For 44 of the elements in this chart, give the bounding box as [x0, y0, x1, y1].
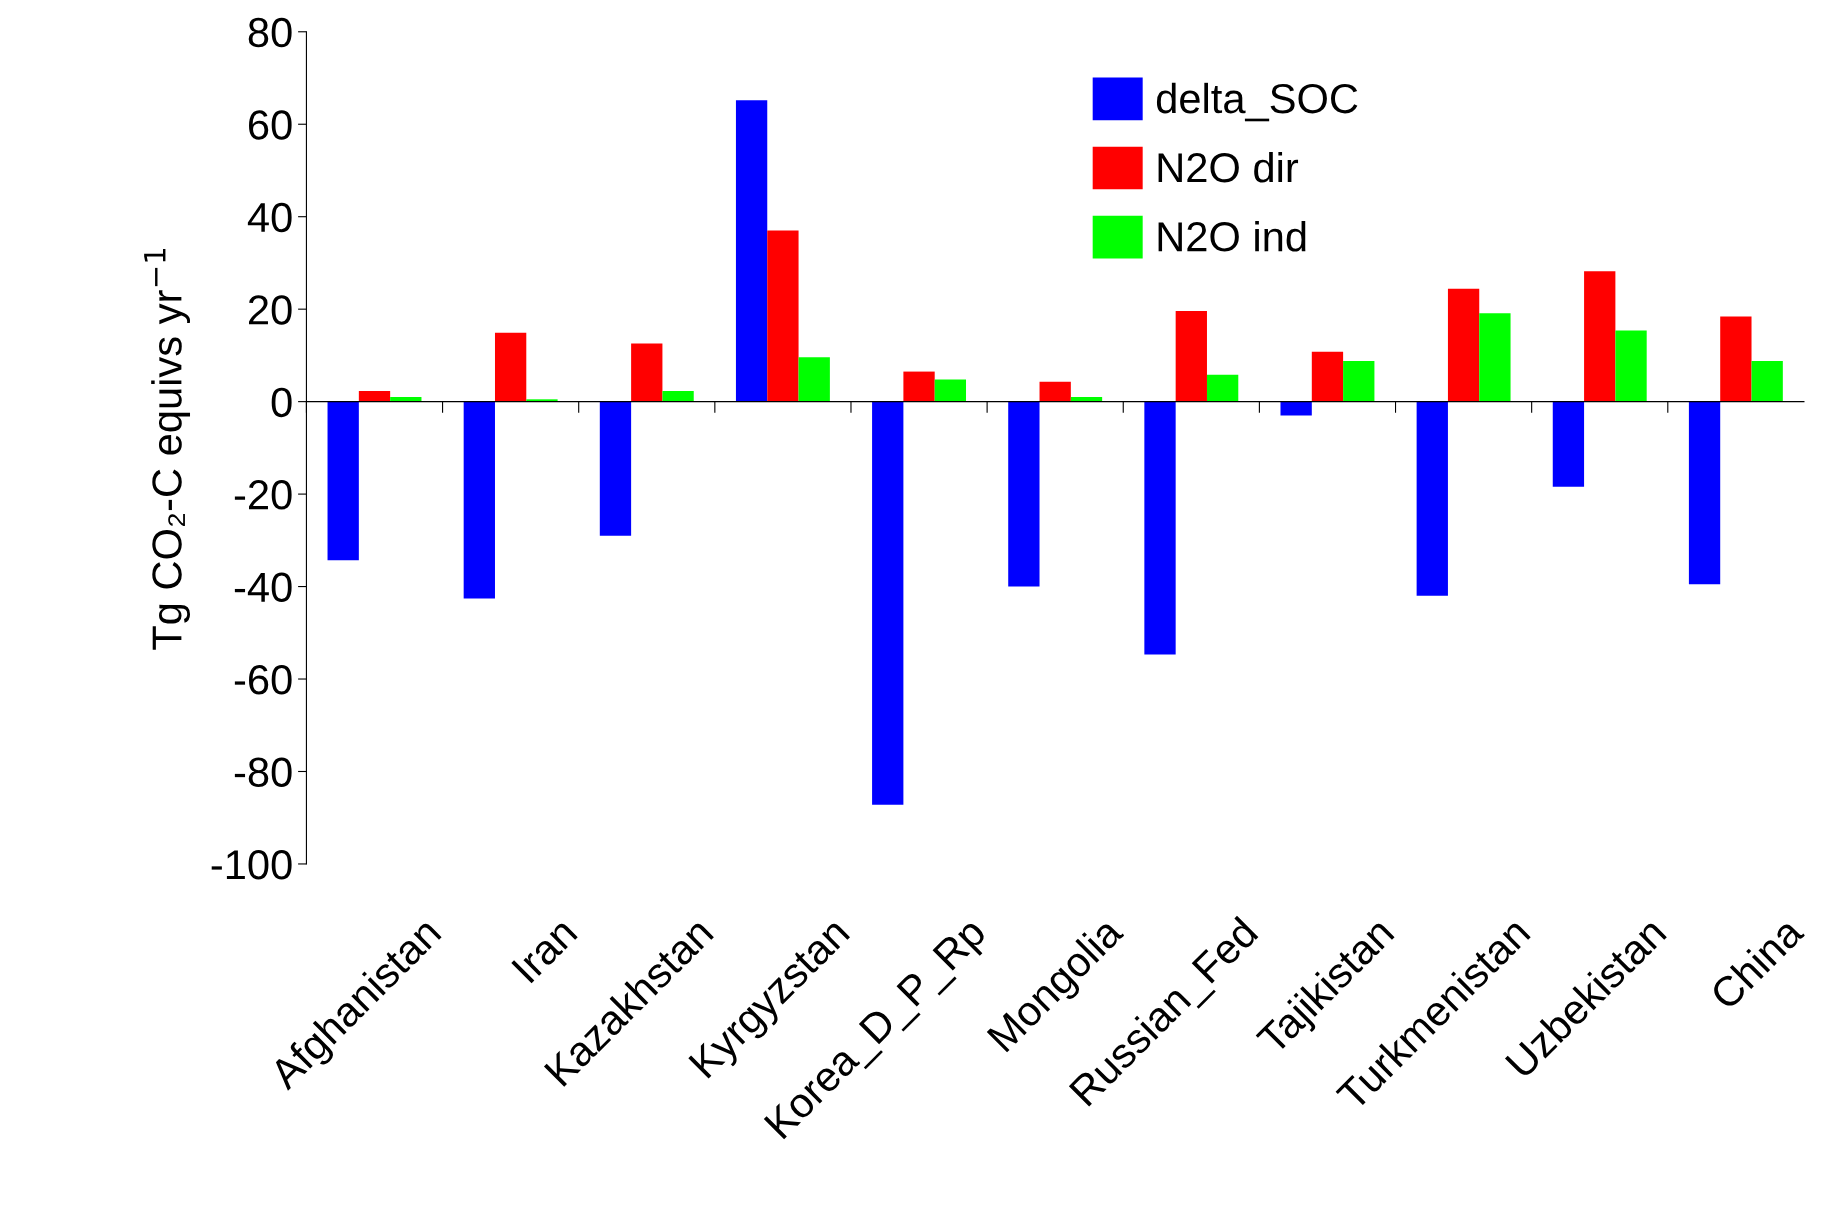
bar — [662, 391, 694, 402]
bar — [1206, 374, 1239, 402]
y-tick-label: -100 — [211, 849, 292, 880]
bar — [494, 332, 527, 402]
bar — [1479, 313, 1511, 402]
bar — [463, 401, 495, 599]
y-tick-label: 20 — [248, 295, 292, 325]
bar — [735, 100, 768, 402]
bar — [631, 343, 663, 402]
bar — [767, 230, 799, 402]
bar — [1751, 360, 1783, 402]
bar — [1144, 401, 1176, 655]
bar — [903, 371, 935, 402]
bar — [1416, 401, 1448, 596]
bar — [1688, 401, 1721, 585]
bar — [599, 401, 632, 536]
bar — [1343, 360, 1375, 402]
bar — [872, 401, 904, 805]
y-tick-label: -20 — [234, 480, 292, 510]
legend-label: N2O ind — [1158, 220, 1306, 252]
y-tick-label: -40 — [234, 572, 292, 603]
bar — [1447, 288, 1480, 402]
legend-label: N2O dir — [1158, 151, 1299, 183]
legend-label: delta_SOC — [1156, 82, 1358, 122]
bar — [1175, 311, 1207, 402]
bar — [1280, 401, 1312, 416]
y-tick-label: 40 — [247, 202, 292, 233]
bar — [1008, 401, 1040, 587]
bar — [1311, 351, 1344, 402]
y-tick-label: 60 — [249, 110, 292, 140]
bar — [1584, 271, 1616, 402]
bar — [358, 391, 391, 402]
y-tick-label: 80 — [248, 17, 292, 48]
y-axis-title: Tg CO₂-C equivs yr$^{−1}$ — [144, 248, 191, 650]
bar — [1720, 316, 1752, 402]
bar — [1615, 330, 1647, 402]
y-tick-label: -60 — [234, 665, 292, 695]
bar — [327, 401, 359, 561]
bar — [1039, 381, 1071, 402]
bar — [934, 379, 967, 402]
y-tick-label: 0 — [271, 387, 292, 418]
bar — [1552, 401, 1585, 487]
y-tick-label: -80 — [234, 757, 292, 787]
bar — [798, 357, 830, 402]
